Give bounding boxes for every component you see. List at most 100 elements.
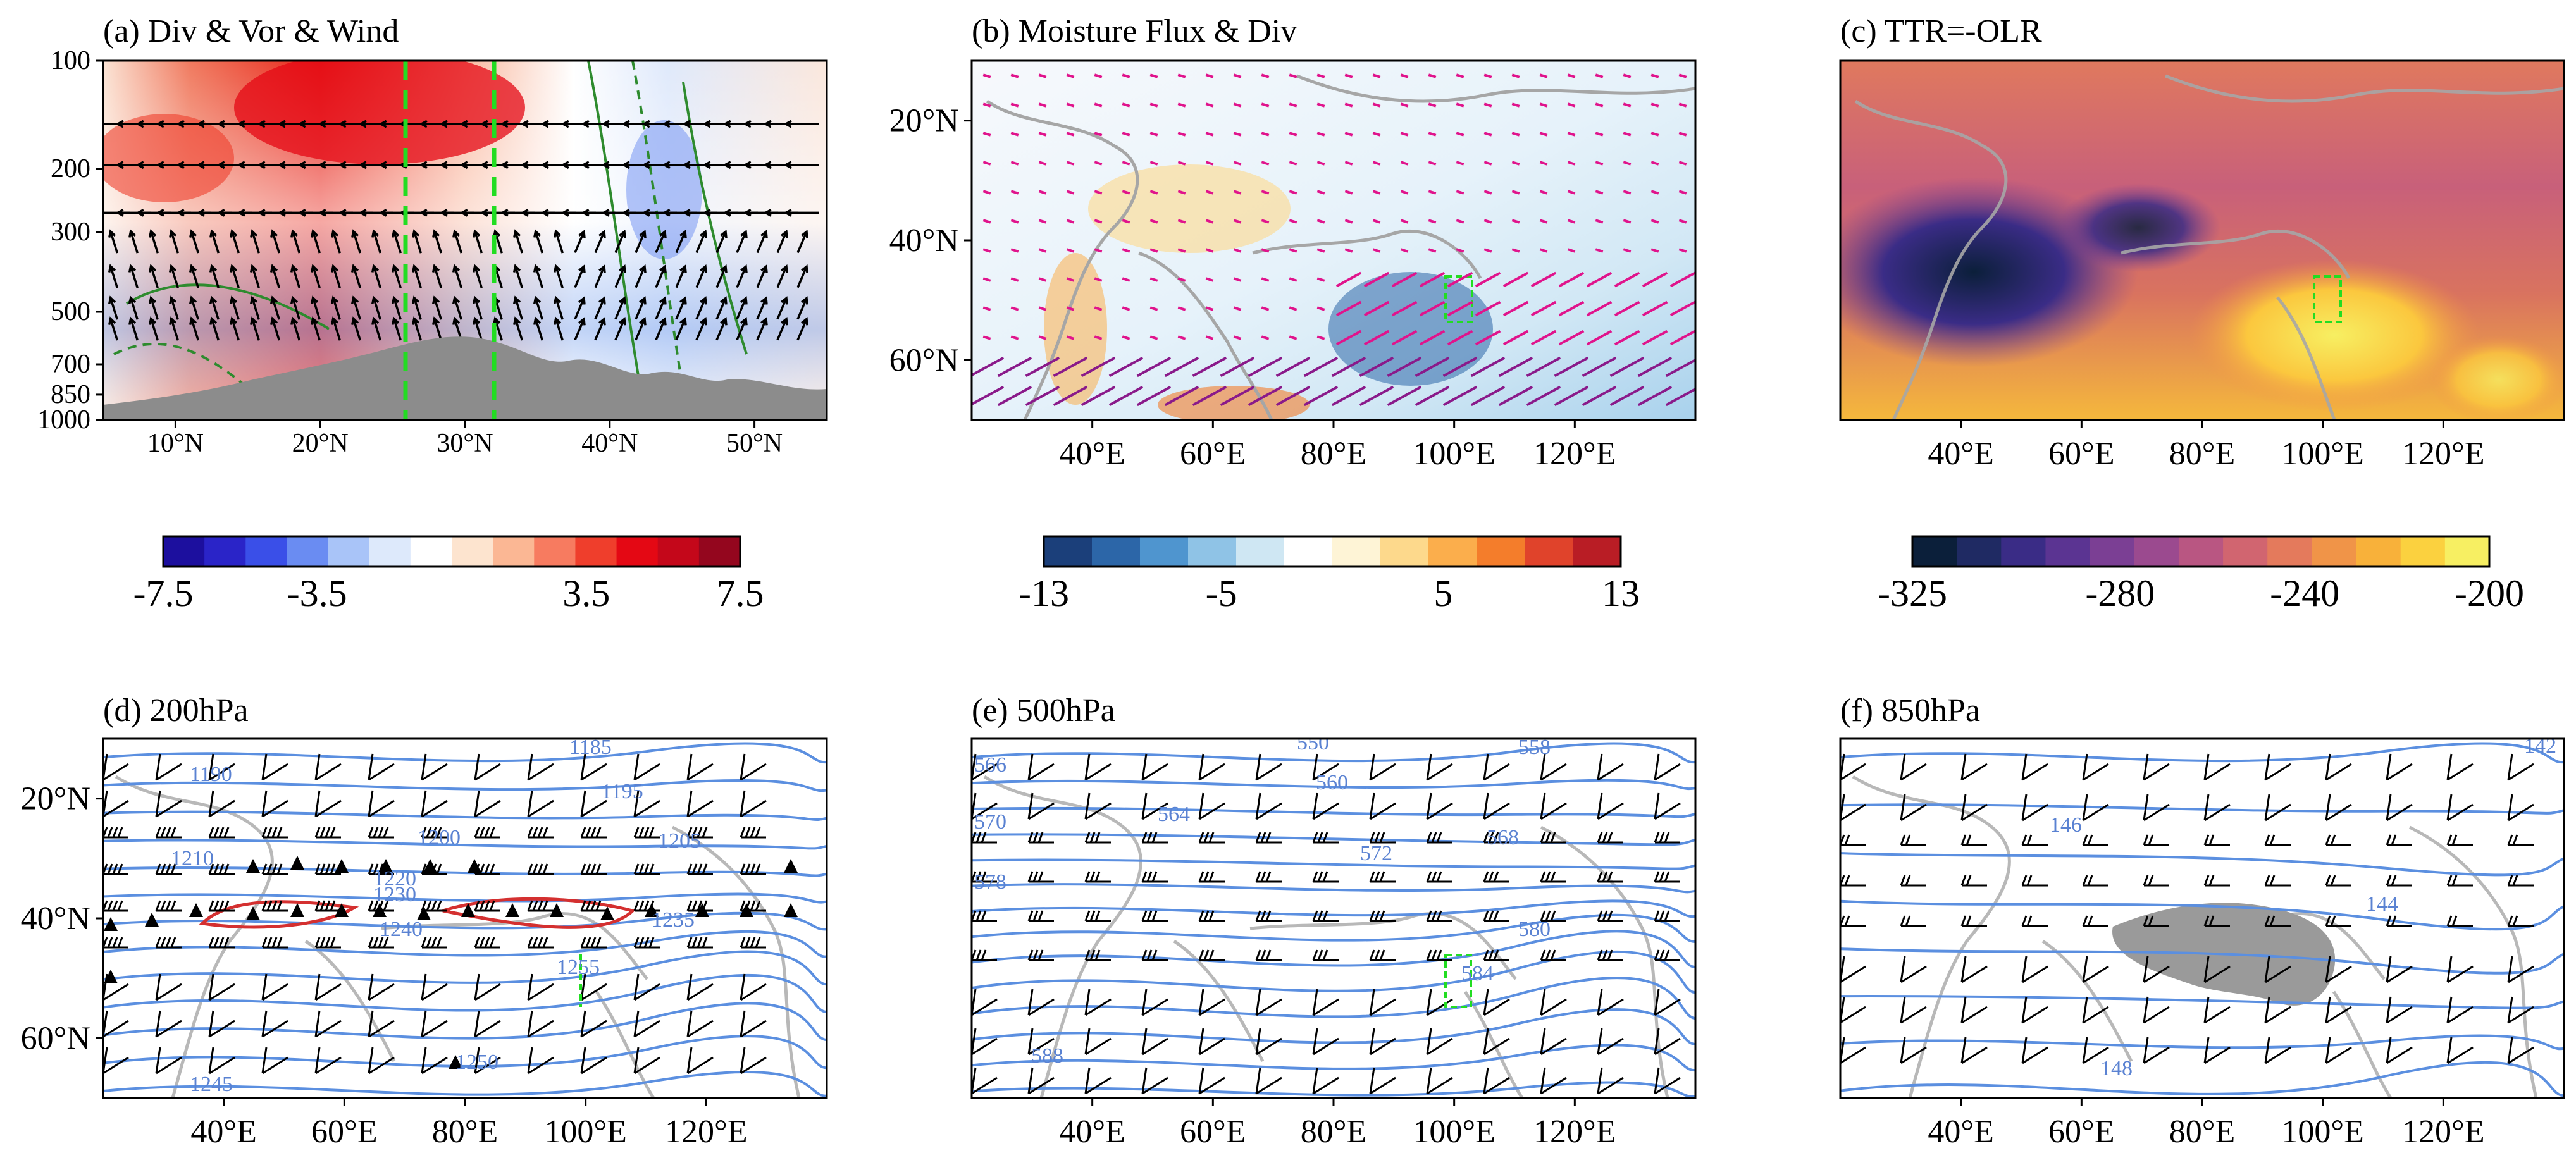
panel-a-wind-arrow (209, 295, 220, 320)
panel-d-y-tick-label: 40°N (21, 901, 90, 937)
panel-b-flux-arrow (1038, 248, 1047, 253)
panel-e-x-tick-label: 40°E (1059, 1114, 1125, 1150)
panel-b-flux-arrow (1447, 271, 1473, 288)
panel-a-wind-arrow (290, 229, 300, 254)
panel-c-plot (1840, 61, 2564, 420)
panel-a-wind-arrow (776, 296, 788, 320)
panel-d-wind-barb (474, 1047, 501, 1075)
panel-b-flux-arrow (1470, 356, 1506, 378)
panel-b-flux-arrow (1344, 73, 1353, 78)
panel-d-contour-line (103, 1071, 827, 1097)
panel-b-flux-arrow (1442, 356, 1478, 378)
panel-b-flux-arrow (1122, 335, 1130, 340)
cb-olr-swatch (2001, 536, 2046, 567)
panel-e-wind-barb (1141, 753, 1168, 781)
panel-a-wind-arrow (614, 264, 626, 288)
panel-a-x-axis: 10°N 20°N 30°N 40°N 50°N (147, 420, 783, 458)
panel-b-flux-arrow (1483, 73, 1492, 78)
panel-d-jet-flag (104, 917, 118, 931)
panel-b-flux-arrow (1038, 190, 1047, 195)
panel-f-wind-barb (2082, 915, 2108, 927)
panel-e-wind-barb (1540, 989, 1567, 1016)
panel-a-wind-arrow (533, 229, 543, 254)
panel-a-wind-arrow (695, 229, 707, 254)
panel-a: (a) Div & Vor & Wind 10°N 20°N 30°N 40°N 50°… (37, 13, 828, 458)
panel-d-wind-barb (580, 937, 607, 949)
panel-f-wind-barb (2082, 1037, 2109, 1064)
panel-d-wind-barb (368, 937, 394, 949)
panel-d-jet-flag (468, 859, 481, 873)
panel-b-flux-arrow (1149, 161, 1158, 166)
panel-b-flux-arrow (1205, 306, 1214, 311)
panel-d-wind-barb (314, 863, 341, 875)
panel-d-wind-barb (261, 790, 288, 818)
panel-f-wind-barb (2203, 1037, 2231, 1064)
panel-b-flux-arrow (1344, 102, 1353, 108)
cb-mflux-tick-label: -5 (1206, 572, 1237, 614)
panel-b-flux-arrow (1554, 356, 1589, 378)
panel-e-wind-barb (1312, 910, 1339, 922)
panel-b-flux-arrow (1094, 219, 1103, 224)
panel-b-flux-arrow (1539, 132, 1548, 137)
panel-a-wind-arrow (715, 264, 728, 288)
panel-b-flux-arrow (1303, 385, 1339, 407)
panel-f-wind-barb (1960, 996, 1988, 1024)
panel-a-wind-arrow (148, 295, 159, 320)
panel-b-flux-arrow (1289, 248, 1297, 253)
panel-d-coastline (671, 825, 801, 1098)
panel-b-flux-arrow (1177, 102, 1186, 108)
panel-f-wind-barb (2143, 794, 2170, 822)
panel-a-wind-arrow (553, 264, 564, 288)
cb-div-tick-label: -7.5 (133, 572, 194, 614)
panel-b-flux-arrow (1261, 102, 1270, 108)
panel-a-wind-arrow (229, 264, 240, 288)
panel-b-flux-arrow (1010, 277, 1019, 282)
panel-a-wind-arrow (736, 229, 748, 254)
panel-a-y-tick-label: 300 (51, 218, 90, 247)
cb-olr-swatch (2267, 536, 2312, 567)
panel-e-coastline (1249, 912, 1517, 980)
panel-e-wind-barb (1198, 949, 1225, 961)
panel-d-jet-flag (423, 859, 437, 873)
panel-e-wind-barb (1312, 753, 1339, 781)
panel-b-flux-arrow (1678, 132, 1687, 137)
panel-b-flux-arrow (1595, 132, 1604, 137)
cb-div-swatch (657, 536, 700, 567)
panel-d-wind-barb (261, 827, 288, 839)
panel-a-wind-arrow (168, 295, 179, 320)
cb-mflux-swatch (1477, 536, 1525, 567)
cb-div-tick-label: 7.5 (717, 572, 764, 614)
panel-b-coastlines (986, 74, 1695, 420)
panel-e-wind-barb (1426, 753, 1453, 781)
panel-b-flux-arrow (1010, 190, 1019, 195)
panel-b-flux-arrow (1595, 102, 1604, 108)
panel-b-flux-arrow (1456, 102, 1464, 108)
panel-a-wind-arrow (350, 316, 361, 341)
panel-d-wind-barb (686, 937, 713, 949)
panel-e-wind-barb (1426, 949, 1452, 961)
panel-f-x-tick-label: 100°E (2281, 1114, 2364, 1150)
panel-c-x-tick-label: 120°E (2402, 436, 2485, 472)
panel-a-div-region (103, 114, 234, 202)
panel-e-contour-label: 550 (1297, 731, 1329, 755)
panel-d-contour-label: 1195 (601, 780, 643, 803)
panel-a-x-tick-label: 40°N (581, 429, 638, 458)
panel-d-wind-barb (633, 753, 660, 781)
panel-b-flux-arrow (1205, 248, 1214, 253)
panel-f-wind-barb (2325, 1037, 2352, 1064)
panel-d-wind-barb (686, 863, 713, 875)
panel-d-wind-barb (474, 937, 500, 949)
panel-d-coastline (115, 775, 274, 1098)
panel-d-wind-barb (208, 973, 235, 1001)
panel-a-wind-arrow (411, 229, 422, 254)
panel-f-wind-barb (2203, 794, 2231, 822)
panel-d-jet-flag (246, 906, 260, 920)
panel-d-y-tick-label: 60°N (21, 1020, 90, 1056)
panel-d-wind-barb (740, 937, 766, 949)
panel-b-flux-arrow (1025, 356, 1060, 378)
panel-b-flux-arrow (1642, 271, 1668, 288)
panel-b-flux-arrow (1066, 277, 1075, 282)
panel-e-wind-barb (972, 910, 997, 922)
